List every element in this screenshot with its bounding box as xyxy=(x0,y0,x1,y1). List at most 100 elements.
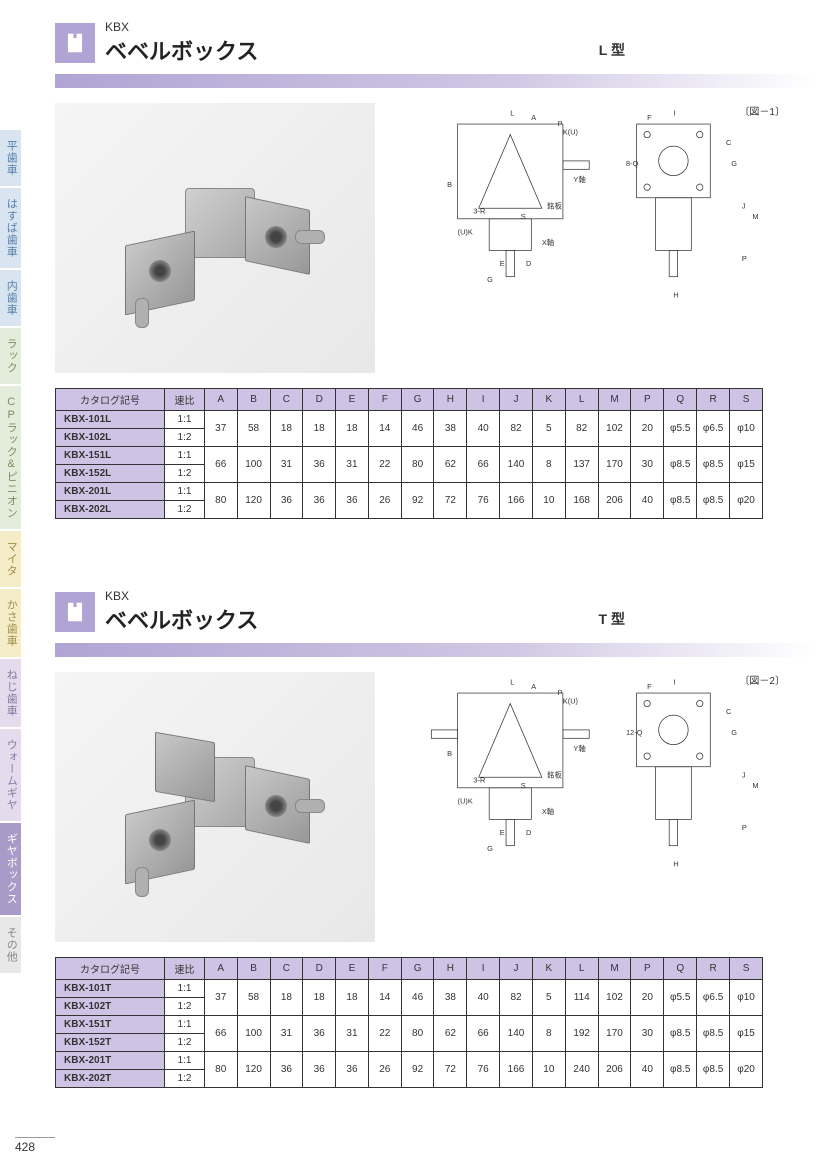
dim-cell: 92 xyxy=(401,1052,434,1088)
dim-cell: 30 xyxy=(631,1016,664,1052)
dim-cell: 8 xyxy=(532,1016,565,1052)
dim-cell: 26 xyxy=(368,1052,401,1088)
table-header: E xyxy=(336,389,369,411)
spec-table: カタログ記号速比ABCDEFGHIJKLMPQRSKBX-101L1:13758… xyxy=(55,388,763,519)
dim-cell: φ10 xyxy=(730,980,763,1016)
dim-cell: 82 xyxy=(500,980,533,1016)
dim-cell: 80 xyxy=(401,1016,434,1052)
svg-text:K(U): K(U) xyxy=(563,128,578,137)
svg-text:S: S xyxy=(521,212,526,221)
svg-text:P: P xyxy=(558,119,563,128)
sidebar-tab-5[interactable]: マイタ xyxy=(0,531,21,587)
dim-cell: 140 xyxy=(500,1016,533,1052)
ratio-cell: 1:1 xyxy=(165,447,205,465)
table-header: A xyxy=(204,958,237,980)
sidebar-tab-9[interactable]: ギヤボックス xyxy=(0,823,21,915)
dim-cell: 82 xyxy=(500,411,533,447)
table-row: KBX-201T1:180120363636269272761661024020… xyxy=(56,1052,763,1070)
ratio-cell: 1:2 xyxy=(165,1034,205,1052)
spec-table: カタログ記号速比ABCDEFGHIJKLMPQRSKBX-101T1:13758… xyxy=(55,957,763,1088)
diagram-label: 〔図－1〕 xyxy=(739,103,785,118)
dim-cell: 36 xyxy=(303,483,336,519)
table-header: E xyxy=(336,958,369,980)
dim-cell: 40 xyxy=(631,483,664,519)
svg-text:E: E xyxy=(500,259,505,268)
dim-cell: 72 xyxy=(434,483,467,519)
svg-text:H: H xyxy=(673,860,678,869)
dim-cell: 170 xyxy=(598,1016,631,1052)
table-header: J xyxy=(500,958,533,980)
dim-cell: φ15 xyxy=(730,447,763,483)
table-header: H xyxy=(434,389,467,411)
figure-row: 〔図－2〕LAPBGEDSIHFCGJMP12-QY軸X軸銘板3-RK(U)(U… xyxy=(55,672,815,942)
figure-row: 〔図－1〕LAPBGEDSIHFCGJMP8-QY軸X軸銘板3-RK(U)(U)… xyxy=(55,103,815,373)
table-header: C xyxy=(270,958,303,980)
table-header: I xyxy=(467,958,500,980)
catalog-number: KBX-152T xyxy=(56,1034,165,1052)
dim-cell: 206 xyxy=(598,1052,631,1088)
dim-cell: 58 xyxy=(237,411,270,447)
catalog-number: KBX-151L xyxy=(56,447,165,465)
table-header: H xyxy=(434,958,467,980)
sidebar-tab-1[interactable]: はすば歯車 xyxy=(0,188,21,268)
dim-cell: 170 xyxy=(598,447,631,483)
dim-cell: 18 xyxy=(336,411,369,447)
table-header: P xyxy=(631,389,664,411)
table-header: J xyxy=(500,389,533,411)
ratio-cell: 1:2 xyxy=(165,465,205,483)
dim-cell: 18 xyxy=(270,411,303,447)
svg-text:A: A xyxy=(531,682,536,691)
ratio-cell: 1:2 xyxy=(165,501,205,519)
dim-cell: 18 xyxy=(270,980,303,1016)
dim-cell: φ8.5 xyxy=(697,1016,730,1052)
dim-cell: 22 xyxy=(368,1016,401,1052)
dim-cell: φ8.5 xyxy=(697,1052,730,1088)
sidebar-tab-10[interactable]: その他 xyxy=(0,917,21,973)
dim-cell: 14 xyxy=(368,411,401,447)
product-code: KBX xyxy=(105,589,258,603)
dim-cell: 92 xyxy=(401,483,434,519)
table-header: カタログ記号 xyxy=(56,958,165,980)
svg-text:12-Q: 12-Q xyxy=(626,728,643,737)
table-header: A xyxy=(204,389,237,411)
dim-cell: 37 xyxy=(204,411,237,447)
dim-cell: 114 xyxy=(565,980,598,1016)
sidebar-tab-8[interactable]: ウォームギヤ xyxy=(0,729,21,821)
svg-text:S: S xyxy=(521,781,526,790)
dim-cell: 36 xyxy=(336,483,369,519)
table-header: D xyxy=(303,958,336,980)
dim-cell: 66 xyxy=(467,1016,500,1052)
sidebar-tab-4[interactable]: CPラック&ピニオン xyxy=(0,386,21,529)
dim-cell: 20 xyxy=(631,411,664,447)
svg-text:L: L xyxy=(510,109,514,118)
ratio-cell: 1:2 xyxy=(165,1070,205,1088)
table-header: R xyxy=(697,389,730,411)
dim-cell: 240 xyxy=(565,1052,598,1088)
sidebar-tab-6[interactable]: かさ歯車 xyxy=(0,589,21,657)
sidebar-tab-3[interactable]: ラック xyxy=(0,328,21,384)
sidebar-tab-7[interactable]: ねじ歯車 xyxy=(0,659,21,727)
sidebar-tab-2[interactable]: 内歯車 xyxy=(0,270,21,326)
dim-cell: 140 xyxy=(500,447,533,483)
dim-cell: 31 xyxy=(336,1016,369,1052)
svg-text:J: J xyxy=(742,770,746,779)
section-header: KBX ベベルボックス L 型 xyxy=(55,20,815,66)
dim-cell: 100 xyxy=(237,1016,270,1052)
product-title: ベベルボックス xyxy=(105,34,258,66)
dim-cell: φ8.5 xyxy=(697,483,730,519)
table-header: R xyxy=(697,958,730,980)
ratio-cell: 1:2 xyxy=(165,429,205,447)
dim-cell: 76 xyxy=(467,1052,500,1088)
table-header: Q xyxy=(664,389,697,411)
svg-text:8-Q: 8-Q xyxy=(626,159,639,168)
svg-text:A: A xyxy=(531,113,536,122)
ratio-cell: 1:2 xyxy=(165,998,205,1016)
svg-text:3-R: 3-R xyxy=(473,207,485,216)
dim-cell: φ20 xyxy=(730,1052,763,1088)
svg-text:J: J xyxy=(742,201,746,210)
dim-cell: 36 xyxy=(336,1052,369,1088)
sidebar-tab-0[interactable]: 平歯車 xyxy=(0,130,21,186)
dim-cell: 18 xyxy=(336,980,369,1016)
svg-text:C: C xyxy=(726,138,732,147)
svg-text:D: D xyxy=(526,828,531,837)
